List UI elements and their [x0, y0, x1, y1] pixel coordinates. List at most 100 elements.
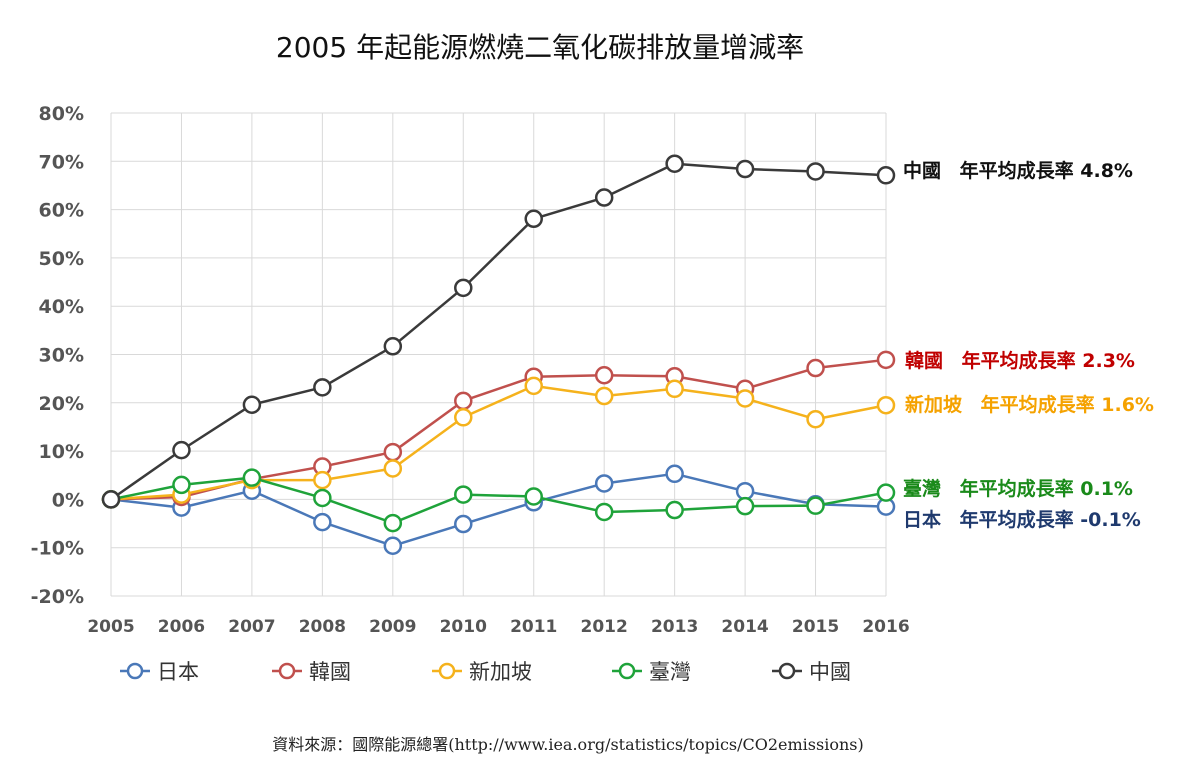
legend-label-japan: 日本	[157, 660, 199, 684]
x-tick-label: 2014	[721, 617, 768, 637]
legend-marker-japan	[126, 662, 144, 680]
data-point	[313, 512, 332, 532]
y-axis-ticks: 80% 70% 60% 50% 40% 30% 20% 10% 0% -10% -20%	[31, 103, 84, 608]
data-point	[735, 389, 755, 408]
x-tick-label: 2006	[158, 617, 205, 637]
legend: 日本 韓國 新加坡 臺灣 中國	[120, 660, 851, 684]
y-tick-label: 50%	[39, 248, 84, 270]
data-point	[876, 166, 896, 185]
series-line	[110, 384, 887, 501]
annotation-japan: 日本 年平均成長率 -0.1%	[903, 508, 1141, 531]
annotation-korea-label: 韓國	[905, 349, 943, 372]
annotation-singapore: 新加坡 年平均成長率 1.6%	[905, 393, 1154, 416]
x-tick-label: 2016	[862, 617, 909, 637]
y-tick-label: 60%	[39, 200, 84, 222]
data-point	[454, 408, 473, 427]
data-point	[101, 490, 121, 509]
data-point	[735, 496, 755, 516]
legend-label-korea: 韓國	[309, 660, 351, 684]
data-point	[806, 162, 825, 181]
data-point	[172, 440, 191, 460]
data-point	[242, 468, 262, 487]
annotation-singapore-label: 新加坡	[905, 393, 963, 416]
data-point	[594, 502, 614, 522]
data-point	[383, 337, 403, 356]
data-point	[735, 481, 755, 501]
x-tick-label: 2013	[651, 617, 698, 637]
legend-item-china: 中國	[772, 660, 851, 684]
y-tick-label: 70%	[39, 151, 84, 173]
data-point	[594, 366, 614, 385]
data-point	[524, 209, 543, 229]
legend-item-japan: 日本	[120, 660, 199, 684]
data-point	[806, 409, 825, 429]
annotation-taiwan-label: 臺灣	[903, 477, 941, 500]
series-line	[110, 476, 887, 525]
data-point	[383, 442, 403, 462]
annotation-china: 中國 年平均成長率 4.8%	[903, 159, 1133, 182]
y-tick-label: -10%	[31, 538, 84, 560]
data-point	[806, 358, 825, 378]
annotation-china-label: 中國	[903, 159, 941, 182]
annotation-korea-text: 年平均成長率 2.3%	[962, 349, 1135, 372]
y-tick-label: 80%	[39, 103, 84, 125]
legend-marker-korea	[278, 662, 296, 680]
data-point	[454, 485, 473, 504]
x-tick-label: 2008	[299, 617, 346, 637]
annotation-korea: 韓國 年平均成長率 2.3%	[905, 349, 1135, 372]
data-point	[242, 395, 262, 414]
x-tick-label: 2011	[510, 617, 557, 637]
data-point	[454, 391, 473, 411]
data-point	[594, 474, 614, 493]
x-tick-label: 2007	[228, 617, 275, 637]
y-tick-label: -20%	[31, 586, 84, 608]
legend-marker-taiwan	[618, 662, 636, 680]
annotation-singapore-text: 年平均成長率 1.6%	[981, 393, 1154, 416]
y-tick-label: 40%	[39, 296, 84, 318]
legend-marker-china	[778, 662, 796, 680]
x-tick-label: 2009	[369, 617, 416, 637]
data-point	[665, 379, 684, 399]
data-point	[313, 378, 332, 397]
y-tick-label: 0%	[52, 489, 84, 511]
data-point	[524, 376, 543, 396]
data-point	[313, 488, 332, 508]
data-point	[665, 464, 684, 484]
x-tick-label: 2012	[581, 617, 628, 637]
data-point	[454, 278, 473, 298]
data-point	[454, 514, 473, 534]
y-tick-label: 10%	[39, 441, 84, 463]
data-point	[313, 470, 332, 490]
data-point	[876, 395, 896, 415]
data-point	[383, 536, 403, 556]
series-group	[101, 154, 896, 556]
annotation-japan-label: 日本	[903, 508, 941, 531]
legend-marker-singapore	[438, 662, 456, 680]
legend-item-singapore: 新加坡	[432, 660, 532, 684]
gridlines	[110, 112, 887, 597]
series-line	[110, 358, 887, 501]
data-point	[665, 154, 684, 173]
x-tick-label: 2015	[792, 617, 839, 637]
data-point	[172, 475, 191, 495]
data-point	[383, 513, 403, 533]
data-point	[665, 500, 684, 520]
series-line	[110, 162, 887, 501]
series-line	[110, 472, 887, 548]
chart-title: 2005 年起能源燃燒二氧化碳排放量增減率	[276, 31, 804, 64]
x-tick-label: 2005	[87, 617, 134, 637]
legend-item-taiwan: 臺灣	[612, 660, 691, 684]
annotation-taiwan: 臺灣 年平均成長率 0.1%	[903, 477, 1133, 500]
data-point	[876, 350, 896, 370]
y-tick-label: 20%	[39, 393, 84, 415]
y-tick-label: 30%	[39, 345, 84, 367]
annotations: 中國 年平均成長率 4.8% 韓國 年平均成長率 2.3% 新加坡 年平均成長率…	[903, 159, 1154, 531]
data-point	[594, 188, 614, 207]
data-point	[524, 487, 543, 506]
data-point	[806, 496, 825, 515]
legend-label-china: 中國	[809, 660, 851, 684]
x-tick-label: 2010	[440, 617, 487, 637]
legend-label-singapore: 新加坡	[469, 660, 532, 684]
data-point	[383, 459, 403, 478]
